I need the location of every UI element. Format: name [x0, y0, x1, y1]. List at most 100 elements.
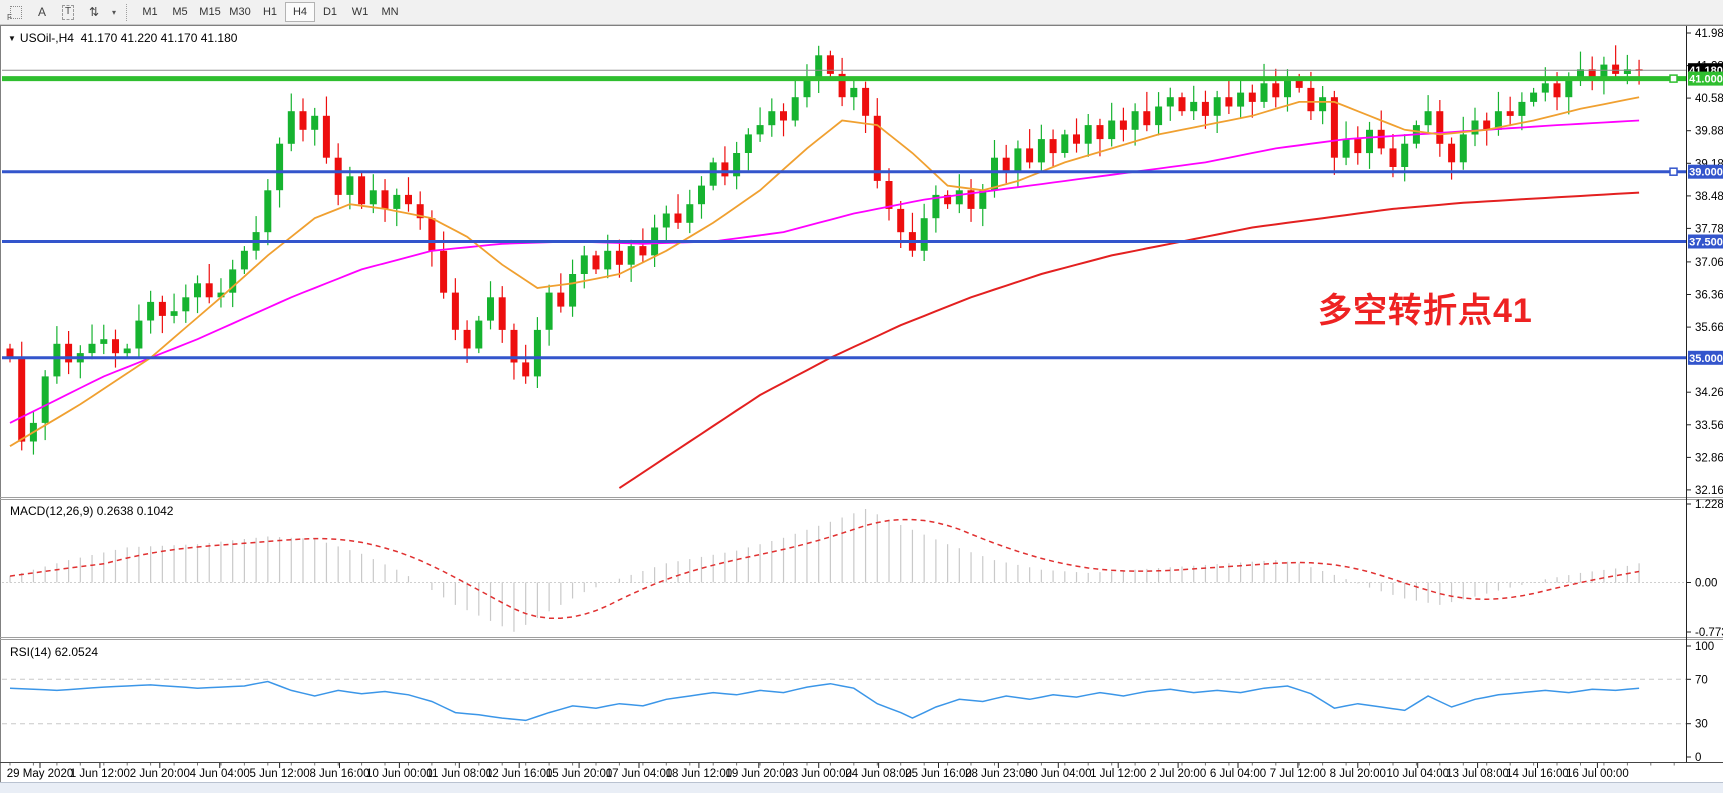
time-tick-label: 6 Jul 04:00 — [1210, 768, 1266, 780]
candle-body — [440, 250, 448, 293]
candle-body — [428, 218, 436, 251]
timeframe-m5-button[interactable]: M5 — [165, 2, 195, 22]
candle-body — [287, 111, 295, 144]
candle-body — [721, 162, 729, 177]
time-tick-label: 7 Jul 12:00 — [1270, 768, 1326, 780]
candle-body — [1143, 111, 1151, 126]
candle-body — [1178, 97, 1186, 112]
candle-body — [1623, 69, 1631, 74]
timeframe-m30-button[interactable]: M30 — [225, 2, 255, 22]
candle-body — [780, 111, 787, 121]
chart-text-annotation[interactable]: 多空转折点41 — [1318, 292, 1533, 330]
candle-body — [463, 329, 471, 349]
candle-body — [1448, 143, 1456, 163]
text-label-icon[interactable]: A — [29, 2, 55, 23]
candle-body — [1049, 139, 1057, 154]
candle-body — [768, 111, 776, 126]
price-axis[interactable]: 41.98041.28040.58039.88039.18038.48037.7… — [1686, 28, 1723, 497]
candles[interactable] — [6, 45, 1643, 455]
candle-body — [416, 204, 424, 219]
candle-body — [580, 255, 588, 274]
time-tick-label: 1 Jun 12:00 — [70, 768, 130, 780]
ma-fast-orange-line — [9, 96, 1640, 447]
candle-body — [1002, 157, 1010, 172]
candle-body — [627, 246, 635, 265]
price-badge — [1688, 350, 1723, 365]
time-tick-label: 18 Jun 12:00 — [666, 768, 733, 780]
hline-handle[interactable] — [1669, 167, 1678, 176]
candle-body — [1260, 83, 1268, 102]
candle-body — [1061, 134, 1069, 153]
arrows-dropdown-caret-icon[interactable]: ▾ — [107, 2, 121, 23]
rsi-panel[interactable]: 100 70 30 0 — [2, 641, 1714, 764]
candle-body — [1518, 101, 1526, 116]
candle-body — [393, 194, 401, 209]
rsi-tick-label: 0 — [1695, 752, 1701, 764]
panel-frames — [0, 25, 1723, 793]
candle-body — [979, 190, 987, 209]
macd-tick-label: 1.2281 — [1695, 499, 1723, 511]
candle-body — [1342, 139, 1350, 158]
time-tick-label: 19 Jun 20:00 — [726, 768, 793, 780]
candle-body — [826, 55, 834, 74]
grid-f-icon[interactable]: F — [3, 2, 29, 23]
candle-body — [873, 115, 881, 181]
macd-panel[interactable]: 1.2281 0.00 -0.7738 — [2, 499, 1723, 639]
candle-body — [604, 250, 612, 270]
ma-slow-red-line — [618, 191, 1640, 489]
candle-body — [569, 274, 577, 307]
hline-handle[interactable] — [1669, 74, 1678, 83]
price-tick-label: 41.980 — [1695, 28, 1723, 40]
toolbar: F A T ⇅ ▾ M1 M5 M15 M30 H1 H4 D1 W1 MN — [0, 0, 1723, 25]
candle-body — [897, 208, 905, 233]
timeframe-h4-button[interactable]: H4 — [285, 2, 315, 22]
price-tick-label: 37.060 — [1695, 257, 1723, 269]
timeframe-w1-button[interactable]: W1 — [345, 2, 375, 22]
candle-body — [88, 343, 96, 354]
candle-body — [1073, 134, 1080, 144]
candle-body — [698, 185, 705, 205]
timeframe-mn-button[interactable]: MN — [375, 2, 405, 22]
candle-body — [1494, 111, 1502, 130]
candle-body — [1319, 97, 1327, 112]
chart-canvas[interactable]: 41.98041.28040.58039.88039.18038.48037.7… — [0, 25, 1723, 793]
price-badge-label: 35.000 — [1689, 353, 1723, 365]
candle-body — [311, 115, 319, 130]
timeframe-d1-button[interactable]: D1 — [315, 2, 345, 22]
time-tick-label: 17 Jun 04:00 — [606, 768, 673, 780]
timeframe-h1-button[interactable]: H1 — [255, 2, 285, 22]
candle-body — [1577, 69, 1584, 79]
candle-body — [475, 320, 483, 349]
text-box-icon[interactable]: T — [55, 2, 81, 23]
candle-body — [1612, 64, 1620, 74]
macd-tick-label: 0.00 — [1695, 578, 1717, 590]
macd-tick-label: -0.7738 — [1695, 627, 1723, 639]
candle-body — [18, 357, 26, 442]
rsi-tick-label: 100 — [1695, 641, 1714, 653]
time-tick-label: 8 Jun 16:00 — [309, 768, 369, 780]
price-tick-label: 38.480 — [1695, 191, 1723, 203]
collapse-triangle-icon[interactable]: ▼ — [8, 34, 16, 43]
candle-body — [557, 292, 565, 307]
candle-body — [885, 181, 893, 209]
candle-body — [756, 125, 764, 135]
candle-body — [1366, 129, 1373, 154]
moving-averages — [9, 96, 1640, 489]
candle-body — [487, 297, 494, 321]
candle-body — [674, 213, 682, 223]
candle-body — [1600, 64, 1608, 79]
chart-window[interactable]: 41.98041.28040.58039.88039.18038.48037.7… — [0, 25, 1723, 793]
candle-body — [639, 246, 647, 256]
macd-signal-line — [9, 518, 1640, 619]
price-badge-label: 39.000 — [1689, 167, 1723, 179]
candle-body — [100, 339, 108, 344]
timeframe-m1-button[interactable]: M1 — [135, 2, 165, 22]
arrows-tool-icon[interactable]: ⇅ — [81, 2, 107, 23]
time-tick-label: 12 Jun 16:00 — [486, 768, 553, 780]
rsi-tick-label: 70 — [1695, 674, 1708, 686]
candle-body — [1155, 106, 1163, 126]
horizontal-lines[interactable] — [2, 69, 1686, 360]
candle-body — [498, 297, 506, 330]
timeframe-m15-button[interactable]: M15 — [195, 2, 225, 22]
